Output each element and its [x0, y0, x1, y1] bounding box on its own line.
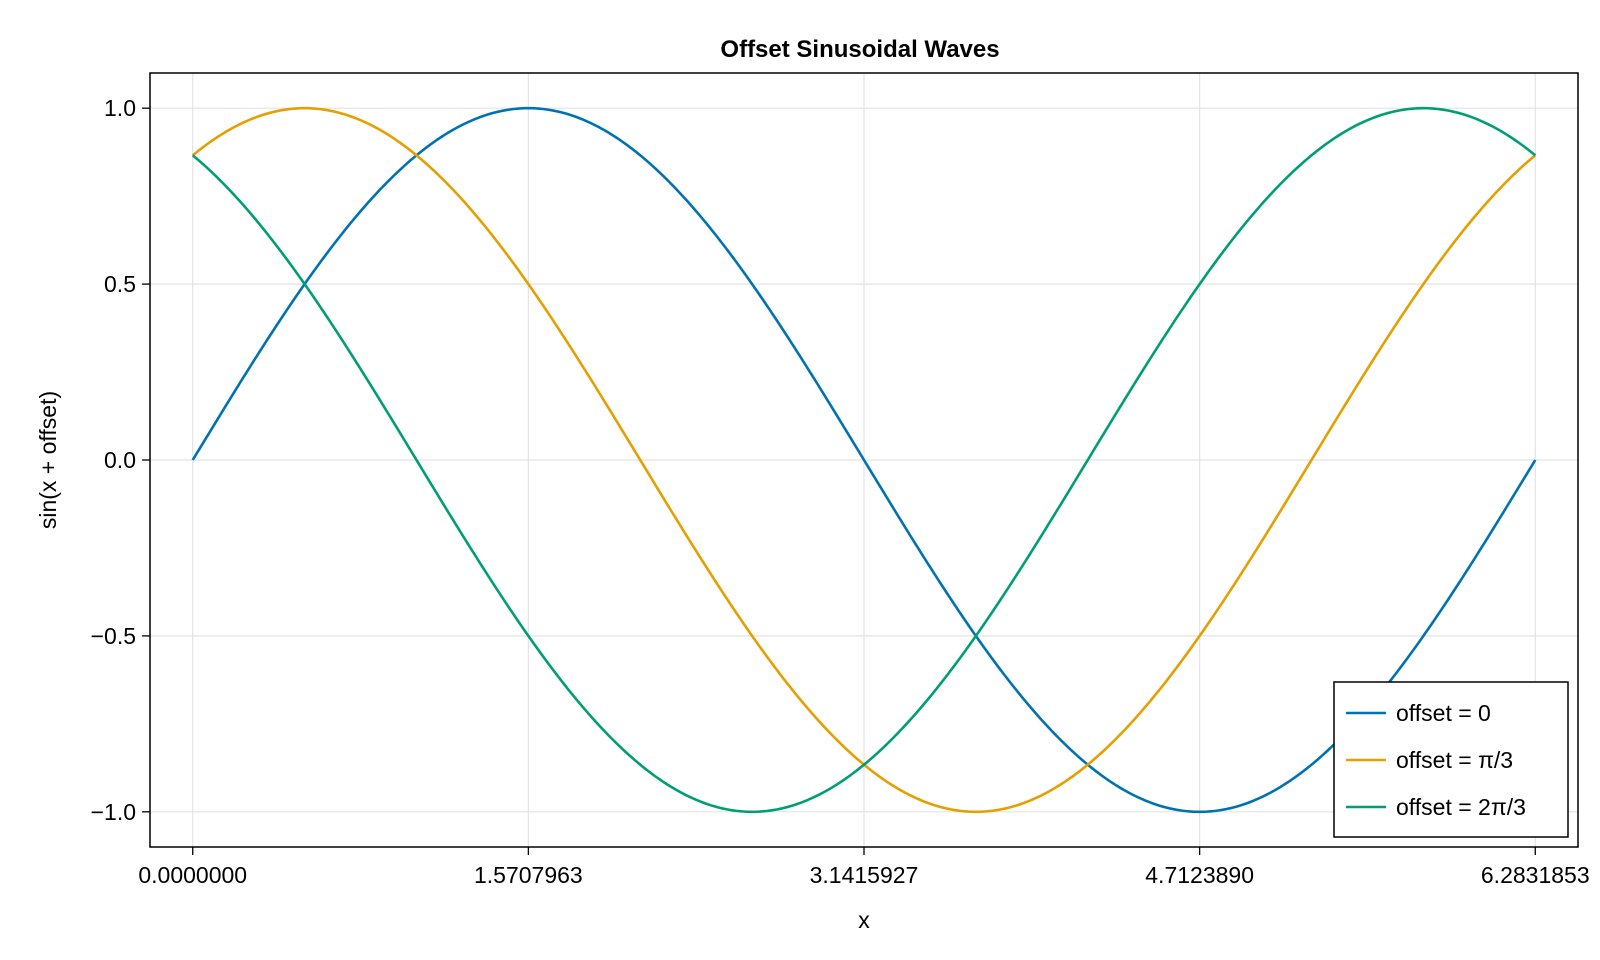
x-tick-label-2: 3.1415927 [810, 862, 919, 888]
x-tick-label-1: 1.5707963 [474, 862, 583, 888]
series-line-2 [191, 106, 1537, 814]
legend-label-2: offset = 2π/3 [1396, 794, 1526, 820]
y-tick-label-2: 0.0 [104, 447, 136, 473]
y-tick-label-3: −0.5 [91, 623, 136, 649]
x-axis-label: x [858, 907, 870, 933]
x-tick-label-0: 0.0000000 [138, 862, 247, 888]
legend-label-0: offset = 0 [1396, 700, 1491, 726]
y-tick-label-1: 0.5 [104, 271, 136, 297]
x-tick-label-3: 4.7123890 [1145, 862, 1254, 888]
x-tick-label-4: 6.2831853 [1481, 862, 1590, 888]
legend: offset = 0 offset = π/3 offset = 2π/3 [1333, 681, 1569, 838]
y-tick-label-4: −1.0 [91, 799, 136, 825]
chart-title: Offset Sinusoidal Waves [720, 36, 999, 63]
y-tick-label-0: 1.0 [104, 95, 136, 121]
y-axis-label: sin(x + offset) [35, 391, 61, 529]
legend-label-1: offset = π/3 [1396, 747, 1513, 773]
series-layer [191, 106, 1537, 814]
ticks: 0.0000000 1.5707963 3.1415927 4.7123890 6.28… [91, 95, 1590, 888]
